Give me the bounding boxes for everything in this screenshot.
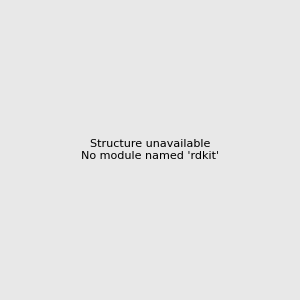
Text: Structure unavailable
No module named 'rdkit': Structure unavailable No module named 'r… — [81, 139, 219, 161]
